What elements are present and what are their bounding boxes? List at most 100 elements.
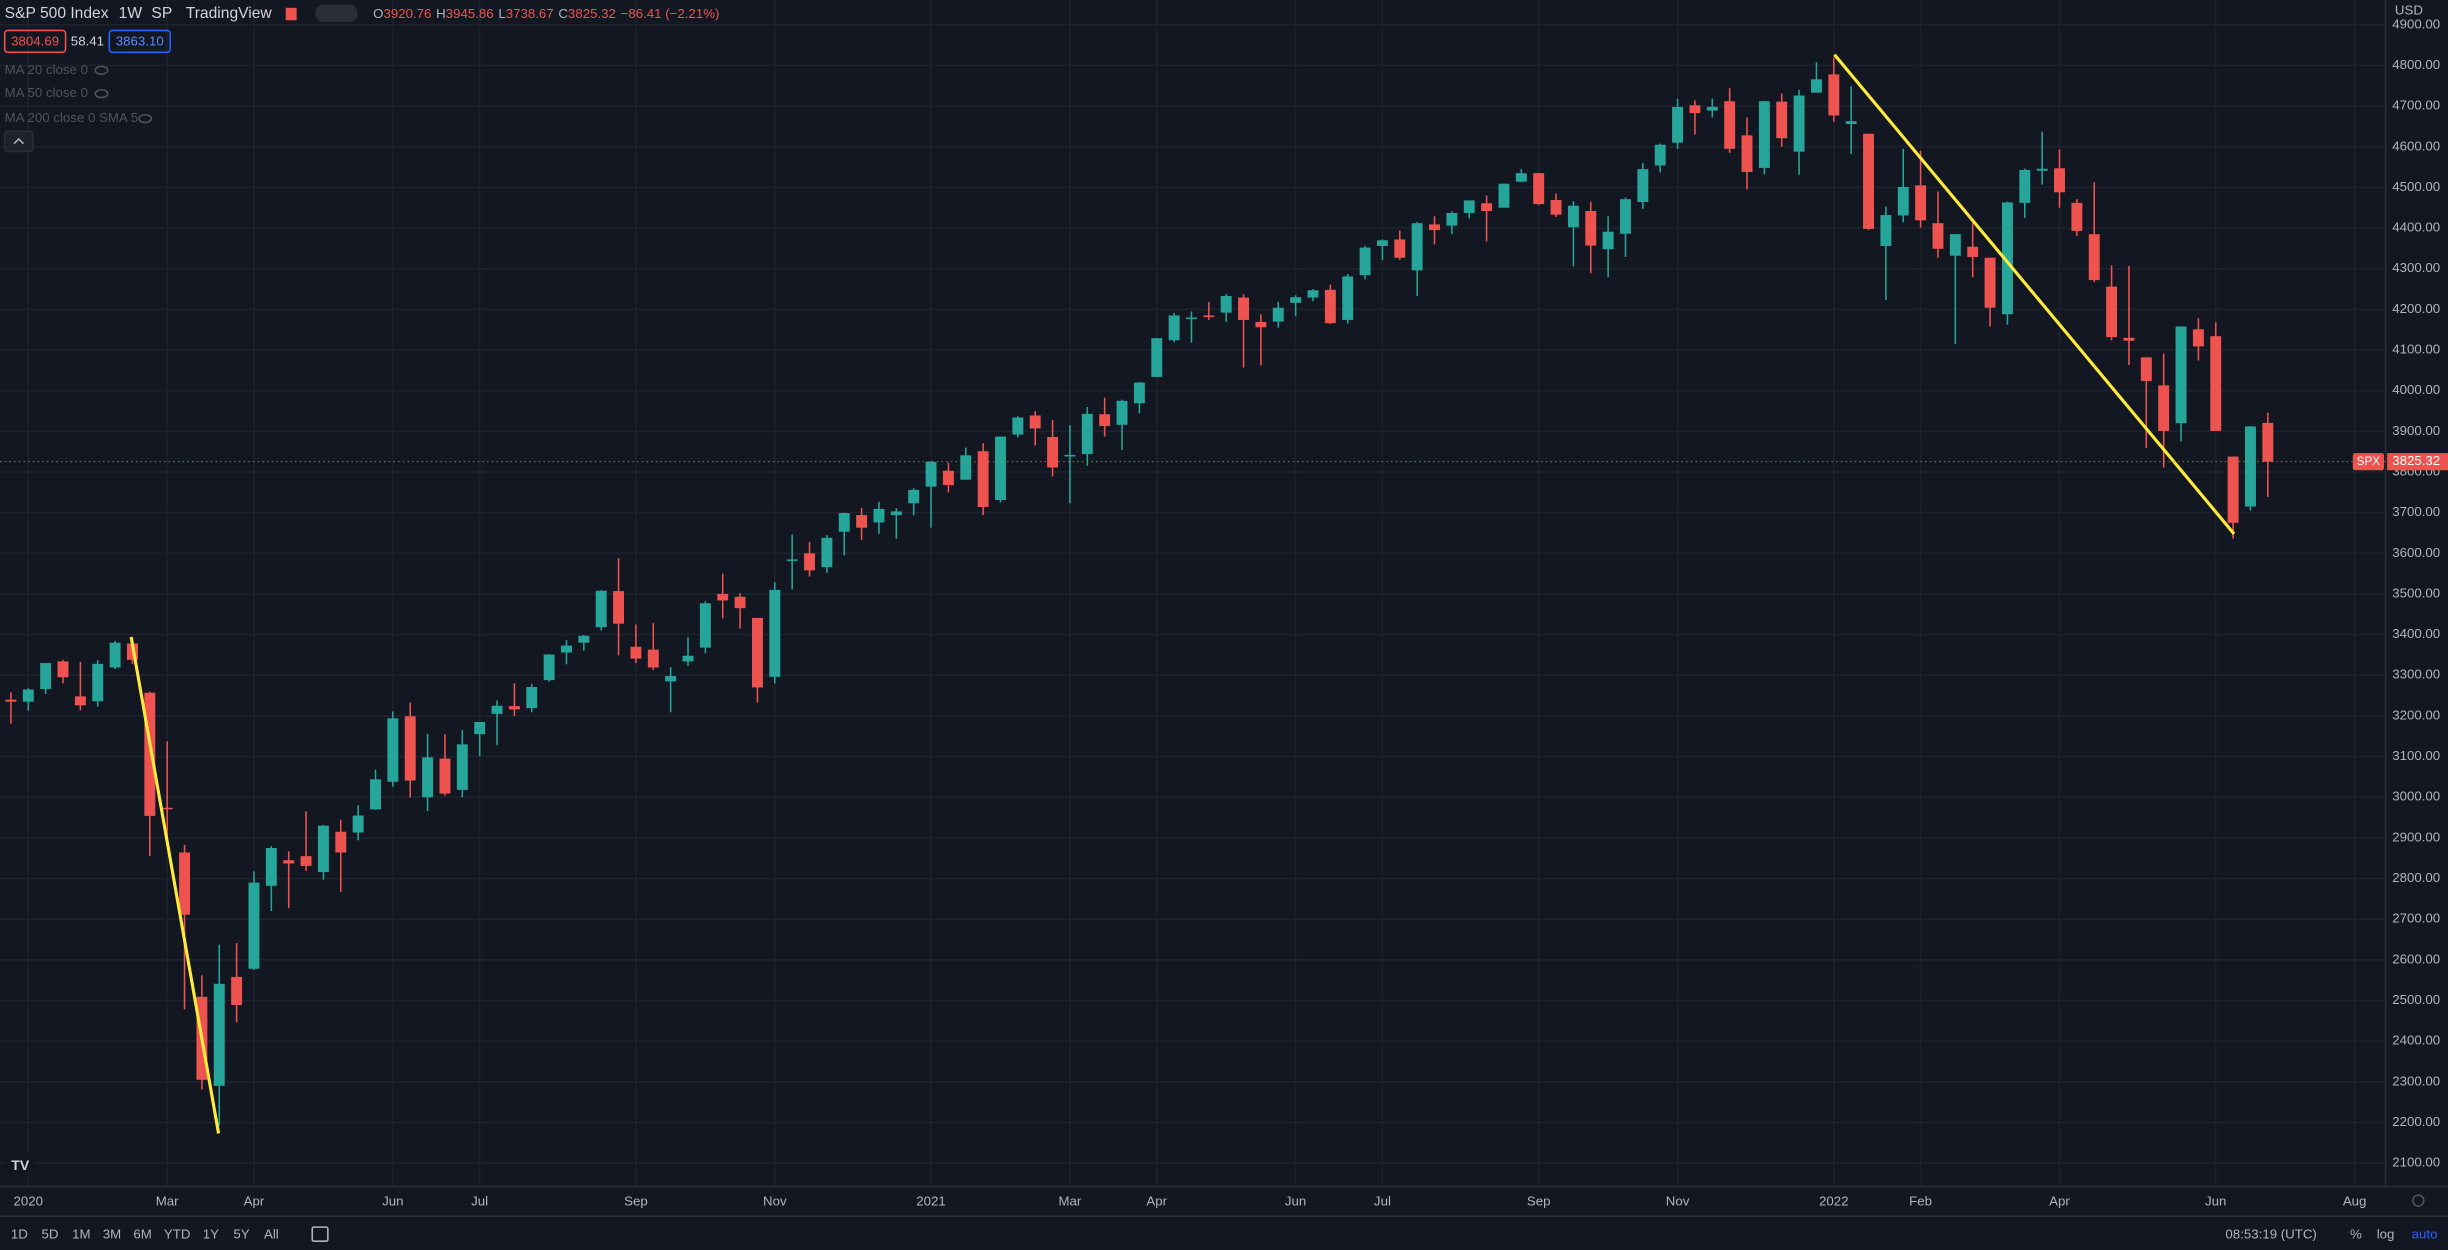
y-tick-label: 4800.00 xyxy=(2392,57,2440,72)
percent-toggle[interactable]: % xyxy=(2350,1226,2362,1241)
source: TradingView xyxy=(186,5,273,22)
candle-body xyxy=(804,553,815,571)
y-tick-label: 2600.00 xyxy=(2392,951,2440,966)
flag-icon[interactable] xyxy=(285,7,297,21)
trend-line[interactable] xyxy=(129,636,221,1134)
candle-body xyxy=(1550,200,1562,215)
y-tick-label: 3700.00 xyxy=(2392,504,2440,519)
settings-icon[interactable] xyxy=(2412,1194,2425,1207)
candle-body xyxy=(786,559,798,561)
candle-body xyxy=(1081,413,1093,455)
x-tick-label: Feb xyxy=(1909,1194,1932,1209)
candle-body xyxy=(2001,202,2013,315)
candle-body xyxy=(699,603,711,648)
candle-body xyxy=(92,663,104,702)
candle-body xyxy=(1585,210,1597,246)
candle-body xyxy=(2019,169,2031,203)
logo-mark: TV xyxy=(11,1157,30,1173)
candle-body xyxy=(1637,169,1649,203)
candle-body xyxy=(352,815,364,833)
range-button[interactable]: 1D xyxy=(11,1226,28,1241)
candle-body xyxy=(838,513,850,532)
x-tick-label: Nov xyxy=(763,1194,787,1209)
candle-body xyxy=(769,589,781,677)
auto-toggle[interactable]: auto xyxy=(2412,1226,2438,1241)
candle-body xyxy=(5,699,17,702)
bid[interactable]: 3804.69 xyxy=(11,34,59,49)
candle-body xyxy=(595,590,607,628)
y-tick-label: 3200.00 xyxy=(2392,707,2440,722)
collapse-button[interactable] xyxy=(3,130,34,153)
range-button[interactable]: YTD xyxy=(164,1226,191,1241)
y-tick-label: 2200.00 xyxy=(2392,1114,2440,1129)
indicator[interactable]: MA 50 close 0 xyxy=(5,85,88,100)
indicator[interactable]: MA 20 close 0 xyxy=(5,62,88,77)
range-button[interactable]: 3M xyxy=(103,1226,121,1241)
candle-body xyxy=(665,676,677,682)
candle-body xyxy=(439,758,451,794)
candle-body xyxy=(1949,234,1961,256)
visibility-icon[interactable] xyxy=(94,65,109,75)
candle-body xyxy=(387,718,399,782)
date-range-icon[interactable] xyxy=(311,1226,329,1242)
range-button[interactable]: 1M xyxy=(72,1226,90,1241)
indicator[interactable]: MA 200 close 0 SMA 5 xyxy=(5,110,138,125)
candle-body xyxy=(491,705,503,714)
y-tick-label: 3400.00 xyxy=(2392,626,2440,641)
candle-body xyxy=(1602,231,1614,250)
visibility-icon[interactable] xyxy=(138,113,153,124)
candle-body xyxy=(265,848,277,886)
candles xyxy=(5,57,2274,1126)
clock[interactable]: 08:53:19 (UTC) xyxy=(2225,1226,2316,1241)
candle-body xyxy=(22,689,34,702)
x-tick-label: 2021 xyxy=(916,1194,946,1209)
range-button[interactable]: 1Y xyxy=(203,1226,219,1241)
x-tick-label: Aug xyxy=(2343,1194,2367,1209)
candle-body xyxy=(543,654,555,681)
ask[interactable]: 3863.10 xyxy=(116,34,164,49)
range-button[interactable]: All xyxy=(264,1226,279,1241)
candle-body xyxy=(1272,307,1284,322)
visibility-icon[interactable] xyxy=(94,88,109,99)
log-toggle[interactable]: log xyxy=(2377,1226,2395,1241)
x-tick-label: Mar xyxy=(156,1194,179,1209)
candle-body xyxy=(2054,168,2065,193)
candle-body xyxy=(873,508,885,523)
currency[interactable]: USD xyxy=(2395,2,2423,17)
y-tick-label: 3900.00 xyxy=(2392,423,2440,438)
candle-body xyxy=(1463,200,1475,214)
candle-body xyxy=(161,807,173,810)
candle-body xyxy=(578,635,590,643)
candle-body xyxy=(1029,415,1041,429)
logo[interactable] xyxy=(6,1153,35,1178)
y-tick-label: 4100.00 xyxy=(2392,342,2440,357)
toggle[interactable] xyxy=(315,4,358,22)
interval[interactable]: 1W xyxy=(119,5,143,22)
candle-body xyxy=(1220,295,1232,313)
bid-box[interactable] xyxy=(3,29,67,54)
candle-body xyxy=(1810,79,1822,93)
x-tick-label: Sep xyxy=(1527,1194,1551,1209)
range-button[interactable]: 5D xyxy=(42,1226,59,1241)
trend-line[interactable] xyxy=(1833,53,2236,535)
y-tick-label: 3300.00 xyxy=(2392,667,2440,682)
symbol[interactable]: S&P 500 Index xyxy=(5,5,109,22)
x-tick-label: Jul xyxy=(1374,1194,1391,1209)
exchange: SP xyxy=(151,5,172,22)
y-tick-label: 4700.00 xyxy=(2392,98,2440,113)
candle-body xyxy=(179,852,191,915)
collapse-icon xyxy=(13,137,24,145)
ohlc-key: O xyxy=(373,6,383,21)
candle-body xyxy=(2106,286,2118,338)
candle-body xyxy=(1376,240,1388,246)
range-button[interactable]: 6M xyxy=(133,1226,151,1241)
candle-body xyxy=(1724,101,1736,149)
candle-body xyxy=(751,617,763,688)
axes: 2100.00 2200.00 2300.00 2400.00 2500.00 2600.… xyxy=(0,16,2448,1209)
candle-body xyxy=(977,451,989,507)
range-button[interactable]: 5Y xyxy=(233,1226,249,1241)
ask-box[interactable] xyxy=(108,29,171,54)
candle-body xyxy=(2175,326,2187,424)
candle-body xyxy=(1567,205,1579,228)
price-scale[interactable] xyxy=(2385,0,2448,1187)
